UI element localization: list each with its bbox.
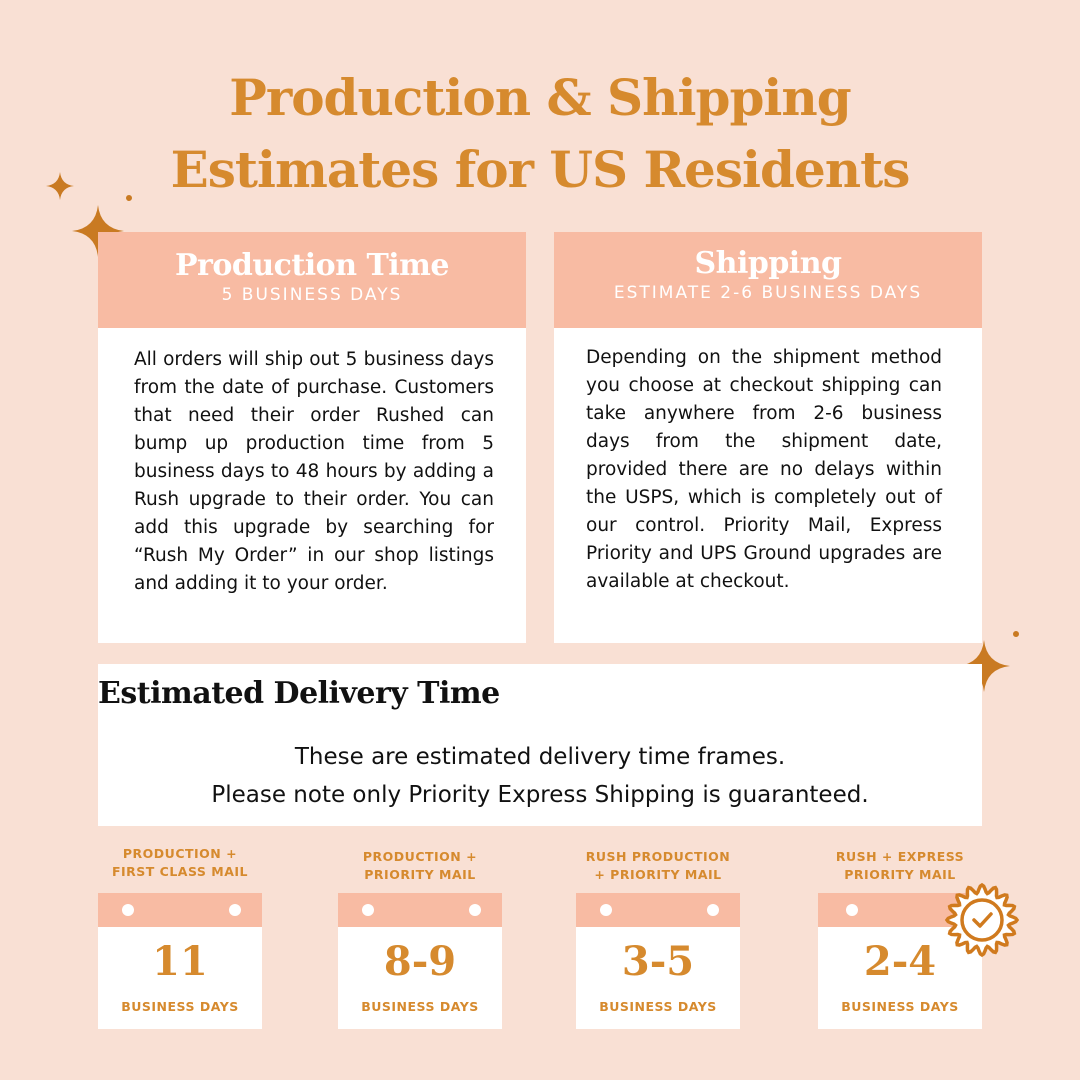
sparkle-icon bbox=[46, 172, 74, 200]
option-rush-priority: RUSH PRODUCTION + PRIORITY MAIL 3-5 BUSINE… bbox=[576, 845, 740, 1029]
option-first-class: PRODUCTION + FIRST CLASS MAIL 11 BUSINESS … bbox=[98, 845, 262, 1029]
calendar-icon: 11 BUSINESS DAYS bbox=[98, 893, 262, 1029]
calendar-icon: 8-9 BUSINESS DAYS bbox=[338, 893, 502, 1029]
option-priority: PRODUCTION + PRIORITY MAIL 8-9 BUSINESS DA… bbox=[338, 845, 502, 1029]
dot-decoration bbox=[1013, 631, 1019, 637]
badge-check-icon bbox=[944, 882, 1020, 958]
page-title: Production & Shipping Estimates for US R… bbox=[170, 68, 911, 199]
shipping-heading: Shipping bbox=[694, 246, 842, 281]
sparkle-icon bbox=[958, 640, 1010, 692]
shipping-card: Shipping ESTIMATE 2-6 BUSINESS DAYS Depe… bbox=[554, 232, 982, 643]
dot-decoration bbox=[126, 195, 132, 201]
shipping-body: Depending on the shipment method you cho… bbox=[586, 347, 942, 592]
calendar-icon: 3-5 BUSINESS DAYS bbox=[576, 893, 740, 1029]
production-body: All orders will ship out 5 business days… bbox=[134, 349, 494, 594]
delivery-heading: Estimated Delivery Time bbox=[98, 676, 500, 711]
production-card: Production Time 5 BUSINESS DAYS All orde… bbox=[98, 232, 526, 643]
shipping-subheading: ESTIMATE 2-6 BUSINESS DAYS bbox=[613, 283, 923, 303]
sparkle-icon bbox=[72, 205, 124, 257]
production-subheading: 5 BUSINESS DAYS bbox=[221, 285, 403, 305]
delivery-card: Estimated Delivery Time These are estima… bbox=[98, 664, 982, 826]
delivery-line2: Please note only Priority Express Shippi… bbox=[211, 782, 869, 808]
delivery-line1: These are estimated delivery time frames… bbox=[294, 744, 786, 770]
production-heading: Production Time bbox=[175, 248, 450, 283]
